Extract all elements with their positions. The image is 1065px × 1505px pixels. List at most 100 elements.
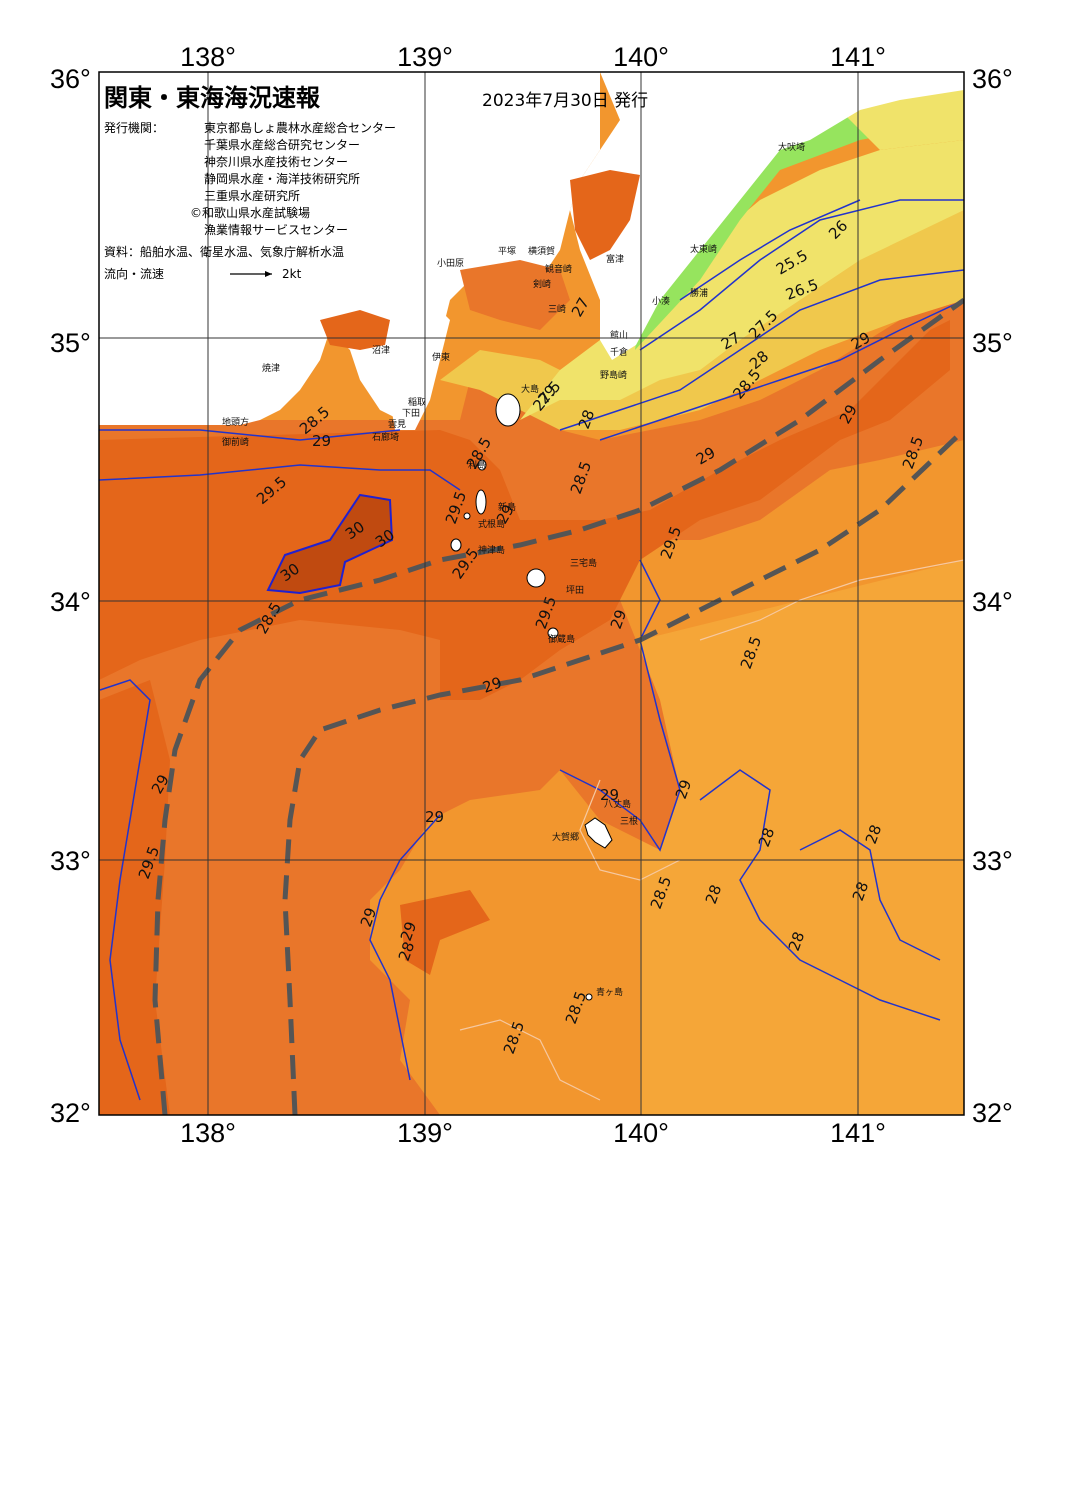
place-name: 野島崎 bbox=[600, 369, 627, 381]
lon-tick-top: 141° bbox=[830, 42, 886, 72]
island-mikurajima bbox=[547, 627, 559, 639]
axis-labels: 138° 139° 140° 141° 138° 139° 140° 141° … bbox=[50, 42, 1013, 1148]
lon-tick-bottom: 140° bbox=[613, 1118, 669, 1148]
lat-tick-right: 34° bbox=[972, 587, 1013, 617]
publisher-label: 発行機関： bbox=[104, 120, 164, 135]
isotherm-29-north bbox=[99, 429, 401, 441]
place-name: 大吠埼 bbox=[778, 141, 805, 153]
island-aogashima bbox=[585, 993, 593, 1001]
lat-tick-left: 32° bbox=[50, 1098, 91, 1128]
sea-tokyo-bay bbox=[570, 170, 640, 260]
isotherm-27-5 bbox=[559, 269, 964, 431]
isotherm-28-east-b bbox=[799, 829, 941, 961]
lon-tick-bottom: 138° bbox=[180, 1118, 236, 1148]
lon-tick-top: 140° bbox=[613, 42, 669, 72]
island-miyakejima bbox=[526, 568, 546, 588]
sea-30-area bbox=[266, 493, 394, 595]
lat-tick-left: 34° bbox=[50, 587, 91, 617]
graticule bbox=[99, 72, 964, 1115]
place-name: 八丈島 bbox=[604, 798, 631, 810]
publisher-item: 三重県水産研究所 bbox=[204, 188, 300, 203]
contour-label: 28 bbox=[849, 879, 872, 903]
place-name: 石廊埼 bbox=[372, 431, 399, 443]
lon-tick-top: 139° bbox=[397, 42, 453, 72]
place-name: 下田 bbox=[402, 408, 420, 419]
place-name: 坪田 bbox=[566, 585, 584, 596]
isotherm-26 bbox=[639, 199, 964, 351]
flow-legend-label: 流向・流速 bbox=[104, 266, 164, 281]
isotherm-29-central bbox=[559, 559, 681, 852]
contour-label: 29 bbox=[480, 673, 504, 696]
lon-tick-bottom: 141° bbox=[830, 1118, 886, 1148]
place-name: 稲取 bbox=[408, 396, 426, 408]
sea-sagami-warm bbox=[460, 260, 570, 330]
lat-tick-left: 33° bbox=[50, 846, 91, 876]
lat-tick-right: 36° bbox=[972, 64, 1013, 94]
place-name: 大賀郷 bbox=[552, 831, 579, 843]
publisher-item: 漁業情報サービスセンター bbox=[204, 223, 348, 237]
isotherm-29-5-north bbox=[99, 464, 461, 491]
isotherm-28-5-coast bbox=[599, 299, 964, 441]
contour-label: 29 bbox=[600, 786, 619, 804]
sea-29-5-southwest bbox=[99, 680, 170, 1115]
place-name: 式根島 bbox=[478, 518, 505, 530]
place-name: 御蔵島 bbox=[548, 633, 575, 645]
isotherm-28-5-east bbox=[699, 559, 964, 641]
sea-29-5-area bbox=[99, 320, 950, 700]
publisher-item: 神奈川県水産技術センター bbox=[204, 154, 348, 169]
place-name: 地頭方 bbox=[222, 416, 249, 428]
data-sources: 資料：船舶水温、衛星水温、気象庁解析水温 bbox=[104, 244, 344, 259]
place-name: 三根 bbox=[620, 815, 638, 827]
lon-tick-bottom: 139° bbox=[397, 1118, 453, 1148]
sea-suruga-warm bbox=[320, 310, 390, 350]
place-name: 剣崎 bbox=[533, 278, 551, 290]
isotherm-light bbox=[459, 559, 964, 1101]
sea-coastal-cool-band bbox=[440, 180, 964, 430]
contour-label: 29 bbox=[357, 905, 380, 929]
land-izu-peninsula bbox=[390, 300, 450, 430]
place-name: 小湊 bbox=[652, 295, 670, 307]
sea-28-area-east bbox=[640, 560, 964, 1115]
place-name: 焼津 bbox=[262, 363, 280, 374]
place-name: 青ヶ島 bbox=[596, 986, 623, 998]
contour-label: 29 bbox=[425, 808, 444, 826]
contour-label: 28 bbox=[755, 825, 778, 849]
sea-coastal-yellow-band bbox=[520, 140, 964, 420]
island-niijima bbox=[475, 489, 487, 515]
issue-date: 2023年7月30日 発行 bbox=[482, 91, 648, 111]
isotherm-28-5-hachijo bbox=[579, 779, 681, 881]
place-name: 御前崎 bbox=[222, 436, 249, 448]
lat-tick-right: 32° bbox=[972, 1098, 1013, 1128]
place-name: 富津 bbox=[606, 253, 624, 265]
island-shikinejima bbox=[463, 512, 471, 520]
arrow-head-icon bbox=[265, 271, 272, 277]
place-name: 千倉 bbox=[610, 346, 628, 358]
contour-label: 28 bbox=[862, 822, 885, 846]
place-name: 小田原 bbox=[437, 258, 464, 269]
isotherm-28-east bbox=[699, 769, 941, 1021]
isotherm-28-5-south bbox=[459, 1019, 601, 1101]
contour-label: 29 bbox=[672, 777, 695, 801]
publisher-item: 東京都島しょ農林水産総合センター bbox=[204, 120, 396, 135]
place-name: 三宅島 bbox=[570, 557, 597, 569]
island-hachijojima bbox=[584, 817, 613, 849]
place-name: 三崎 bbox=[548, 303, 566, 315]
sea-29-patch-south bbox=[400, 890, 490, 975]
place-name: 館山 bbox=[610, 329, 628, 341]
header-info: 関東・東海海況速報 2023年7月30日 発行 発行機関： 東京都島しょ農林水産… bbox=[104, 84, 648, 281]
contour-label: 28 bbox=[575, 407, 598, 431]
contour-label: 28 bbox=[785, 929, 808, 953]
place-name: 観音崎 bbox=[545, 263, 572, 275]
place-name: 新島 bbox=[498, 501, 516, 513]
place-name: 太東崎 bbox=[690, 243, 717, 255]
lon-tick-top: 138° bbox=[180, 42, 236, 72]
publisher-item: ©和歌山県水産試験場 bbox=[190, 205, 310, 220]
lat-tick-right: 33° bbox=[972, 846, 1013, 876]
land-tokai bbox=[99, 72, 600, 425]
place-name: 勝浦 bbox=[690, 287, 708, 299]
place-name: 平塚 bbox=[498, 246, 516, 257]
